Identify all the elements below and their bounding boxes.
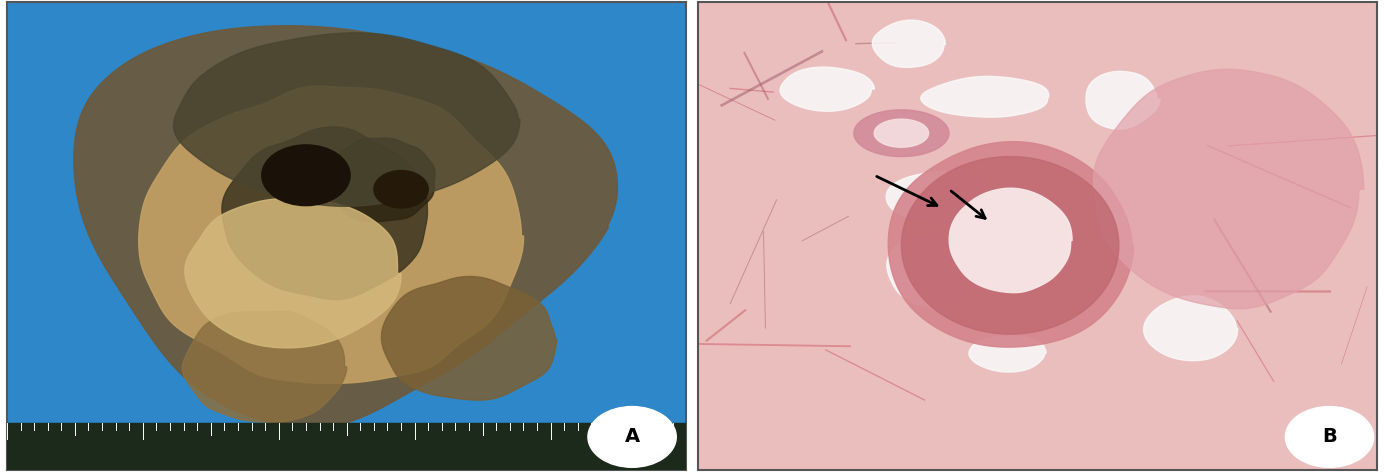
Polygon shape xyxy=(889,142,1133,347)
Circle shape xyxy=(588,406,677,467)
Circle shape xyxy=(262,145,350,206)
Polygon shape xyxy=(73,26,617,428)
Polygon shape xyxy=(901,157,1118,334)
Polygon shape xyxy=(138,86,523,383)
Polygon shape xyxy=(1143,296,1237,361)
Polygon shape xyxy=(872,20,945,67)
Text: A: A xyxy=(624,428,639,447)
Polygon shape xyxy=(969,336,1046,372)
Polygon shape xyxy=(886,172,994,221)
Polygon shape xyxy=(887,237,966,306)
Polygon shape xyxy=(328,138,435,222)
Polygon shape xyxy=(221,127,428,300)
Polygon shape xyxy=(698,2,1377,470)
Circle shape xyxy=(374,170,428,208)
Polygon shape xyxy=(1093,69,1363,309)
Polygon shape xyxy=(183,312,347,422)
Polygon shape xyxy=(7,2,686,470)
Polygon shape xyxy=(854,110,949,157)
Polygon shape xyxy=(185,199,401,348)
Polygon shape xyxy=(920,76,1049,117)
Polygon shape xyxy=(173,33,520,206)
Text: B: B xyxy=(1322,428,1337,447)
Polygon shape xyxy=(1086,71,1160,129)
Polygon shape xyxy=(382,277,556,400)
Bar xyxy=(7,423,686,470)
Circle shape xyxy=(1286,406,1374,467)
Polygon shape xyxy=(875,119,929,147)
Polygon shape xyxy=(781,67,875,111)
Polygon shape xyxy=(949,188,1073,293)
